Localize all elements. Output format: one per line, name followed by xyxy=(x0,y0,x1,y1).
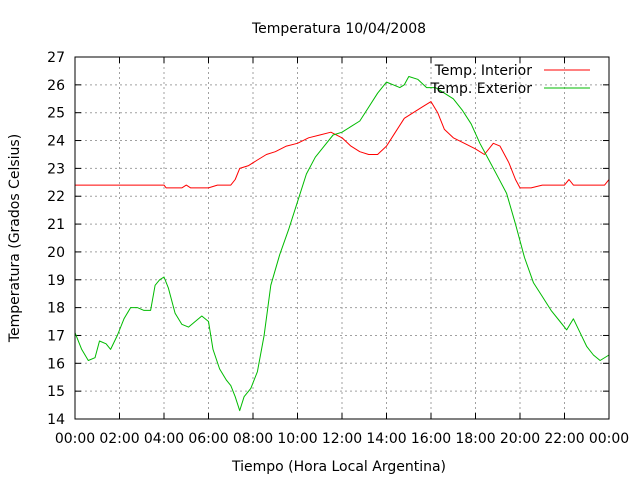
plot-frame xyxy=(74,56,610,420)
chart-title: Temperatura 10/04/2008 xyxy=(251,21,426,37)
x-tick-label: 00:00 xyxy=(589,431,629,447)
y-tick-label: 26 xyxy=(47,78,65,94)
x-tick-label: 12:00 xyxy=(322,431,362,447)
y-tick-label: 21 xyxy=(47,217,65,233)
y-tick-label: 19 xyxy=(47,273,65,289)
legend: Temp. Interior Temp. Exterior xyxy=(430,63,590,97)
x-tick-label: 10:00 xyxy=(277,431,317,447)
legend-label: Temp. Interior xyxy=(434,63,533,79)
x-tick-label: 08:00 xyxy=(233,431,273,447)
legend-label: Temp. Exterior xyxy=(430,81,533,97)
x-tick-label: 14:00 xyxy=(366,431,406,447)
y-axis-label: Temperatura (Grados Celsius) xyxy=(7,134,23,343)
y-tick-label: 23 xyxy=(47,161,65,177)
series-line-exterior xyxy=(74,76,610,412)
y-tick-label: 22 xyxy=(47,189,65,205)
x-tick-label: 00:00 xyxy=(55,431,95,447)
y-tick-label: 14 xyxy=(47,412,65,428)
y-tick-label: 27 xyxy=(47,50,65,66)
x-tick-label: 02:00 xyxy=(99,431,139,447)
x-axis-label: Tiempo (Hora Local Argentina) xyxy=(231,459,446,475)
x-tick-label: 04:00 xyxy=(144,431,184,447)
x-tick-label: 06:00 xyxy=(188,431,228,447)
y-tick-label: 24 xyxy=(47,134,65,150)
x-tick-label: 18:00 xyxy=(455,431,495,447)
y-tick-label: 16 xyxy=(47,356,65,372)
y-tick-label: 18 xyxy=(47,301,65,317)
series-lines xyxy=(74,76,610,412)
x-tick-label: 20:00 xyxy=(500,431,540,447)
y-tick-label: 20 xyxy=(47,245,65,261)
x-tick-label: 22:00 xyxy=(544,431,584,447)
x-tick-label: 16:00 xyxy=(411,431,451,447)
grid xyxy=(74,56,610,420)
y-tick-label: 17 xyxy=(47,328,65,344)
y-tick-label: 25 xyxy=(47,106,65,122)
y-tick-label: 15 xyxy=(47,384,65,400)
series-line-interior xyxy=(75,101,610,189)
